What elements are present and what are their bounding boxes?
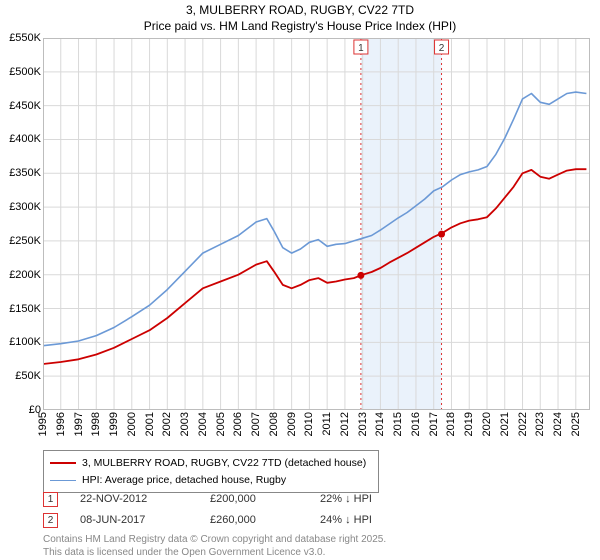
x-tick-label: 2023 — [534, 412, 546, 436]
y-tick-label: £100K — [9, 336, 41, 348]
attribution-line1: Contains HM Land Registry data © Crown c… — [43, 534, 386, 547]
y-tick-label: £150K — [9, 303, 41, 315]
x-tick-label: 2014 — [374, 412, 386, 436]
y-tick-label: £200K — [9, 269, 41, 281]
x-tick-label: 2019 — [463, 412, 475, 436]
sale-row: 2 08-JUN-2017£260,00024% ↓ HPI — [43, 513, 420, 534]
x-tick-label: 2022 — [517, 412, 529, 436]
sale-date: 08-JUN-2017 — [80, 514, 210, 526]
x-tick-label: 2010 — [303, 412, 315, 436]
sale-diff: 22% ↓ HPI — [320, 493, 420, 505]
y-tick-label: £350K — [9, 167, 41, 179]
sale-marker-badge: 1 — [43, 492, 58, 507]
x-tick-label: 2002 — [161, 412, 173, 436]
attribution: Contains HM Land Registry data © Crown c… — [43, 534, 386, 559]
x-tick-label: 1998 — [90, 412, 102, 436]
y-tick-label: £300K — [9, 201, 41, 213]
sale-events: 1 22-NOV-2012£200,00022% ↓ HPI 2 08-JUN-201… — [43, 492, 420, 534]
sale-price: £200,000 — [210, 493, 320, 505]
legend-item: 3, MULBERRY ROAD, RUGBY, CV22 7TD (detac… — [50, 455, 372, 472]
y-tick-label: £450K — [9, 100, 41, 112]
plot-svg: 12 — [43, 38, 590, 410]
x-tick-label: 2011 — [321, 412, 333, 436]
y-tick-label: £50K — [15, 370, 41, 382]
legend: 3, MULBERRY ROAD, RUGBY, CV22 7TD (detac… — [43, 450, 379, 493]
sale-date: 22-NOV-2012 — [80, 493, 210, 505]
y-tick-label: £550K — [9, 32, 41, 44]
sale-diff: 24% ↓ HPI — [320, 514, 420, 526]
x-tick-label: 2017 — [428, 412, 440, 436]
x-tick-label: 2020 — [481, 412, 493, 436]
x-tick-label: 2015 — [392, 412, 404, 436]
chart-container: 3, MULBERRY ROAD, RUGBY, CV22 7TD Price … — [0, 0, 600, 560]
plot-area: 12 — [43, 38, 590, 410]
x-tick-label: 2004 — [197, 412, 209, 436]
sale-price: £260,000 — [210, 514, 320, 526]
x-tick-label: 2018 — [445, 412, 457, 436]
legend-swatch — [50, 462, 76, 464]
x-tick-label: 1999 — [108, 412, 120, 436]
x-tick-label: 2012 — [339, 412, 351, 436]
y-tick-label: £500K — [9, 66, 41, 78]
x-tick-label: 2024 — [552, 412, 564, 436]
x-tick-label: 2003 — [179, 412, 191, 436]
x-tick-label: 2005 — [215, 412, 227, 436]
attribution-line2: This data is licensed under the Open Gov… — [43, 547, 386, 560]
legend-swatch — [50, 480, 76, 481]
y-tick-label: £250K — [9, 235, 41, 247]
x-tick-label: 1997 — [73, 412, 85, 436]
x-tick-label: 2000 — [126, 412, 138, 436]
svg-text:1: 1 — [358, 43, 364, 54]
x-tick-label: 2006 — [232, 412, 244, 436]
title-line1: 3, MULBERRY ROAD, RUGBY, CV22 7TD — [0, 2, 600, 18]
x-tick-label: 2016 — [410, 412, 422, 436]
x-tick-label: 1996 — [55, 412, 67, 436]
sale-row: 1 22-NOV-2012£200,00022% ↓ HPI — [43, 492, 420, 513]
x-tick-label: 2008 — [268, 412, 280, 436]
sale-marker-badge: 2 — [43, 513, 58, 528]
x-tick-label: 2021 — [499, 412, 511, 436]
title-line2: Price paid vs. HM Land Registry's House … — [0, 18, 600, 34]
x-tick-label: 2001 — [144, 412, 156, 436]
chart-title: 3, MULBERRY ROAD, RUGBY, CV22 7TD Price … — [0, 0, 600, 34]
x-tick-label: 2025 — [570, 412, 582, 436]
x-tick-label: 2007 — [250, 412, 262, 436]
legend-label: HPI: Average price, detached house, Rugb… — [82, 474, 286, 486]
legend-item: HPI: Average price, detached house, Rugb… — [50, 472, 372, 489]
x-tick-label: 2009 — [286, 412, 298, 436]
svg-text:2: 2 — [439, 43, 445, 54]
y-tick-label: £400K — [9, 133, 41, 145]
x-tick-label: 1995 — [37, 412, 49, 436]
legend-label: 3, MULBERRY ROAD, RUGBY, CV22 7TD (detac… — [82, 457, 366, 469]
x-tick-label: 2013 — [357, 412, 369, 436]
